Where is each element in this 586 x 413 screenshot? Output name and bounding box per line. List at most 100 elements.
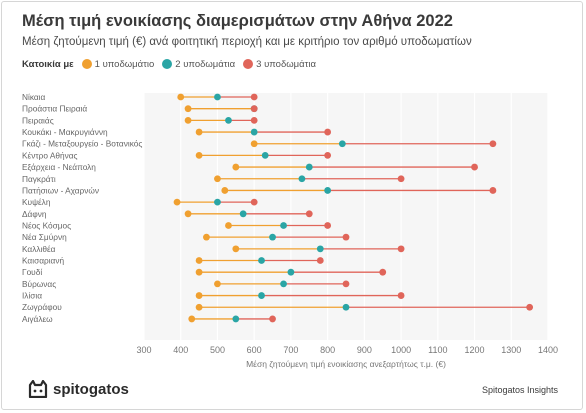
point-series-1 bbox=[188, 315, 196, 323]
point-series-1 bbox=[232, 163, 240, 171]
point-series-3 bbox=[250, 93, 258, 101]
point-series-3 bbox=[489, 140, 497, 148]
point-series-2 bbox=[298, 175, 306, 183]
point-series-1 bbox=[214, 175, 221, 183]
x-tick-label-1100: 1100 bbox=[428, 345, 447, 355]
category-label: Γκάζι - Μεταξουργείο - Βοτανικός bbox=[22, 139, 142, 149]
x-tick-label-900: 900 bbox=[357, 345, 372, 355]
point-series-1 bbox=[232, 245, 240, 253]
source-label: Spitogatos Insights bbox=[481, 385, 558, 395]
category-label: Κέντρο Αθήνας bbox=[22, 150, 78, 160]
point-series-2 bbox=[258, 257, 265, 264]
x-tick-label-1200: 1200 bbox=[465, 345, 485, 355]
legend-item-2: 2 υποδωμάτια bbox=[158, 59, 235, 70]
point-series-3 bbox=[324, 222, 332, 229]
point-series-2 bbox=[258, 292, 265, 299]
point-series-2 bbox=[225, 116, 232, 124]
point-series-1 bbox=[195, 292, 203, 299]
plot-area bbox=[144, 93, 548, 340]
x-tick-label-800: 800 bbox=[320, 345, 335, 355]
point-series-1 bbox=[195, 303, 203, 311]
point-series-3 bbox=[342, 233, 350, 241]
point-series-1 bbox=[250, 140, 258, 148]
chart-subtitle: Μέση ζητούμενη τιμή (€) ανά φοιτητική πε… bbox=[22, 36, 472, 48]
brand-name: spitogatos bbox=[53, 380, 129, 398]
spitogatos-logo: spitogatos bbox=[28, 380, 129, 398]
x-tick-label-400: 400 bbox=[173, 345, 188, 355]
point-series-2 bbox=[269, 233, 276, 241]
point-series-2 bbox=[305, 163, 313, 171]
x-tick-label-500: 500 bbox=[210, 345, 225, 355]
point-series-1 bbox=[225, 222, 232, 229]
category-label: Κυψέλη bbox=[22, 197, 51, 207]
x-tick-label-1000: 1000 bbox=[391, 345, 411, 355]
point-series-2 bbox=[250, 128, 258, 136]
point-series-1 bbox=[173, 198, 181, 206]
point-series-3 bbox=[471, 163, 478, 171]
x-tick-label-300: 300 bbox=[136, 345, 151, 355]
point-series-3 bbox=[397, 175, 405, 183]
point-series-3 bbox=[250, 198, 258, 206]
category-label: Αιγάλεω bbox=[22, 314, 53, 324]
point-series-3 bbox=[324, 128, 332, 136]
point-series-1 bbox=[195, 128, 203, 136]
point-series-2 bbox=[338, 140, 346, 148]
point-series-3 bbox=[379, 268, 387, 276]
legend-title: Κατοικία με bbox=[22, 58, 74, 70]
category-label: Ιλίσια bbox=[22, 291, 42, 301]
x-tick-label-1400: 1400 bbox=[538, 345, 558, 355]
category-label: Καισαριανή bbox=[22, 256, 64, 266]
cat-logo-icon bbox=[28, 380, 48, 398]
category-label: Δάφνη bbox=[22, 209, 47, 219]
legend-label-3: 3 υποδωμάτια bbox=[256, 58, 316, 70]
legend-label-1: 1 υποδωμάτιο bbox=[94, 58, 155, 70]
point-series-1 bbox=[184, 116, 192, 124]
legend-dot-3 bbox=[243, 59, 254, 69]
category-label: Προάστια Πειραιά bbox=[22, 104, 87, 114]
legend-dot-2 bbox=[162, 59, 173, 69]
legend-item-3: 3 υποδωμάτια bbox=[239, 59, 316, 70]
point-series-2 bbox=[214, 93, 221, 101]
category-label: Νέα Σμύρνη bbox=[22, 232, 67, 242]
point-series-3 bbox=[316, 257, 324, 264]
category-label: Παγκράτι bbox=[22, 174, 56, 184]
x-tick-label-1300: 1300 bbox=[501, 345, 521, 355]
category-label: Νίκαια bbox=[22, 92, 46, 102]
category-label: Ζωγράφου bbox=[22, 302, 62, 312]
category-label: Πειραιάς bbox=[22, 115, 54, 125]
point-series-2 bbox=[280, 222, 287, 229]
category-label: Βύρωνας bbox=[22, 279, 56, 289]
legend: Κατοικία με 1 υποδωμάτιο 2 υποδωμάτια 3 … bbox=[22, 56, 320, 72]
point-series-3 bbox=[397, 292, 405, 299]
point-series-3 bbox=[324, 152, 332, 159]
category-label: Εξάρχεια - Νεάπολη bbox=[22, 162, 96, 172]
x-axis-label: Μέση ζητούμενη τιμή ενοικίασης ανεξαρτήτ… bbox=[246, 359, 446, 369]
point-series-2 bbox=[214, 198, 221, 206]
point-series-1 bbox=[203, 233, 210, 241]
point-series-3 bbox=[489, 187, 497, 194]
point-series-3 bbox=[526, 303, 534, 311]
point-series-1 bbox=[184, 210, 192, 218]
chart-title: Μέση τιμή ενοικίασης διαμερισμάτων στην … bbox=[22, 12, 453, 30]
point-series-1 bbox=[184, 105, 192, 113]
point-series-3 bbox=[397, 245, 405, 253]
point-series-2 bbox=[287, 268, 295, 276]
category-label: Καλλιθέα bbox=[22, 244, 56, 254]
point-series-1 bbox=[177, 93, 185, 101]
point-series-3 bbox=[250, 105, 258, 113]
category-label: Νέος Κόσμος bbox=[22, 220, 71, 230]
legend-item-1: 1 υποδωμάτιο bbox=[78, 58, 155, 70]
x-tick-label-600: 600 bbox=[247, 345, 262, 355]
point-series-2 bbox=[239, 210, 247, 218]
point-series-1 bbox=[195, 268, 203, 276]
point-series-2 bbox=[261, 152, 269, 159]
point-series-2 bbox=[280, 280, 287, 288]
legend-label-2: 2 υποδωμάτια bbox=[175, 58, 236, 70]
category-label: Πατήσιων - Αχαρνών bbox=[22, 185, 99, 195]
point-series-1 bbox=[195, 257, 203, 264]
point-series-1 bbox=[214, 280, 221, 288]
point-series-3 bbox=[305, 210, 313, 218]
point-series-2 bbox=[316, 245, 324, 253]
